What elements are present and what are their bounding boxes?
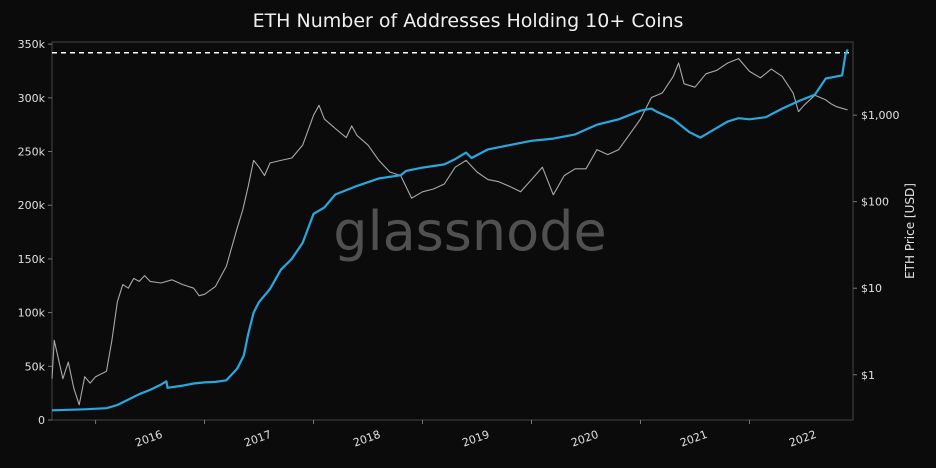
y-left-tick-label: 300k [18, 92, 46, 105]
y-left-tick-label: 150k [18, 253, 46, 266]
watermark-text: glassnode [333, 200, 606, 263]
y-right-tick-label: $1,000 [861, 109, 900, 122]
plot-frame [51, 41, 854, 421]
axis-labels: ETH Price [USD] [903, 183, 917, 279]
series-addresses-line [51, 49, 849, 412]
x-tick-label: 2021 [678, 428, 709, 450]
y-right-axis-label: ETH Price [USD] [903, 183, 917, 279]
series-price-line [51, 58, 848, 406]
watermark-layer: glassnode [333, 200, 606, 263]
y-right-tick-label: $1 [861, 369, 875, 382]
x-tick-label: 2017 [242, 428, 273, 450]
y-left-tick-label: 0 [38, 414, 45, 427]
x-tick-label: 2019 [460, 428, 491, 450]
x-tick-label: 2020 [569, 428, 600, 450]
y-left-tick-label: 100k [18, 307, 46, 320]
y-left-tick-label: 200k [18, 199, 46, 212]
series-layer [51, 49, 849, 412]
y-left-tick-label: 50k [25, 360, 46, 373]
x-tick-label: 2022 [787, 428, 818, 450]
chart-title: ETH Number of Addresses Holding 10+ Coin… [252, 10, 684, 32]
right-axis-ticks: $1 $10 $100 $1,000 [853, 109, 900, 382]
y-right-tick-label: $100 [861, 196, 889, 209]
x-tick-label: 2018 [351, 428, 382, 450]
y-left-tick-label: 350k [18, 38, 46, 51]
y-right-tick-label: $10 [861, 282, 882, 295]
y-left-tick-label: 250k [18, 146, 46, 159]
left-axis-ticks: 0 50k 100k 150k 200k 250k 300k 350k [18, 38, 52, 427]
x-axis-ticks: 2016 2017 2018 2019 2020 2021 2022 [95, 420, 818, 450]
x-tick-label: 2016 [134, 428, 165, 450]
